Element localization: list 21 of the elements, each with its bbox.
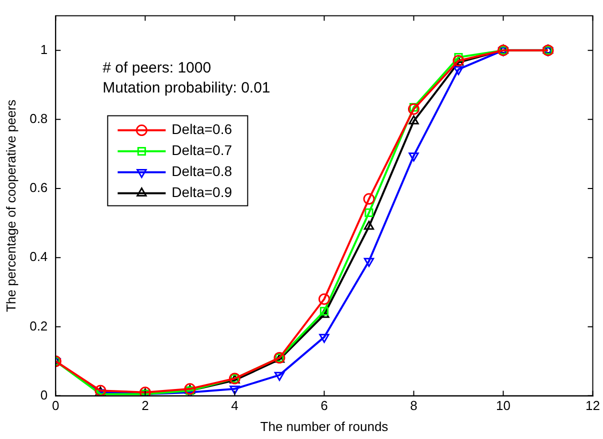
annotation: # of peers: 1000 xyxy=(102,59,212,76)
x-tick-label: 0 xyxy=(52,398,60,414)
x-tick-label: 4 xyxy=(231,398,238,414)
y-tick-label: 0.8 xyxy=(30,111,48,126)
y-tick-label: 0.2 xyxy=(30,318,48,334)
y-tick-label: 0.4 xyxy=(30,249,48,264)
y-tick-label: 0 xyxy=(40,387,48,402)
y-tick-label: 0.6 xyxy=(30,180,48,196)
x-tick-label: 2 xyxy=(142,398,149,414)
y-tick-label: 1 xyxy=(40,42,48,57)
legend-label: Delta=0.8 xyxy=(172,163,232,180)
x-tick-label: 12 xyxy=(586,398,600,414)
x-tick-label: 10 xyxy=(496,398,510,414)
y-axis-title: The percentage of cooperative peers xyxy=(3,99,18,312)
x-tick-label: 8 xyxy=(410,398,418,414)
x-axis-title: The number of rounds xyxy=(260,418,389,434)
legend-label: Delta=0.7 xyxy=(172,142,232,158)
x-tick-label: 6 xyxy=(320,398,328,414)
legend-label: Delta=0.9 xyxy=(172,184,232,200)
annotation: Mutation probability: 0.01 xyxy=(102,79,270,96)
legend-label: Delta=0.6 xyxy=(172,121,232,138)
